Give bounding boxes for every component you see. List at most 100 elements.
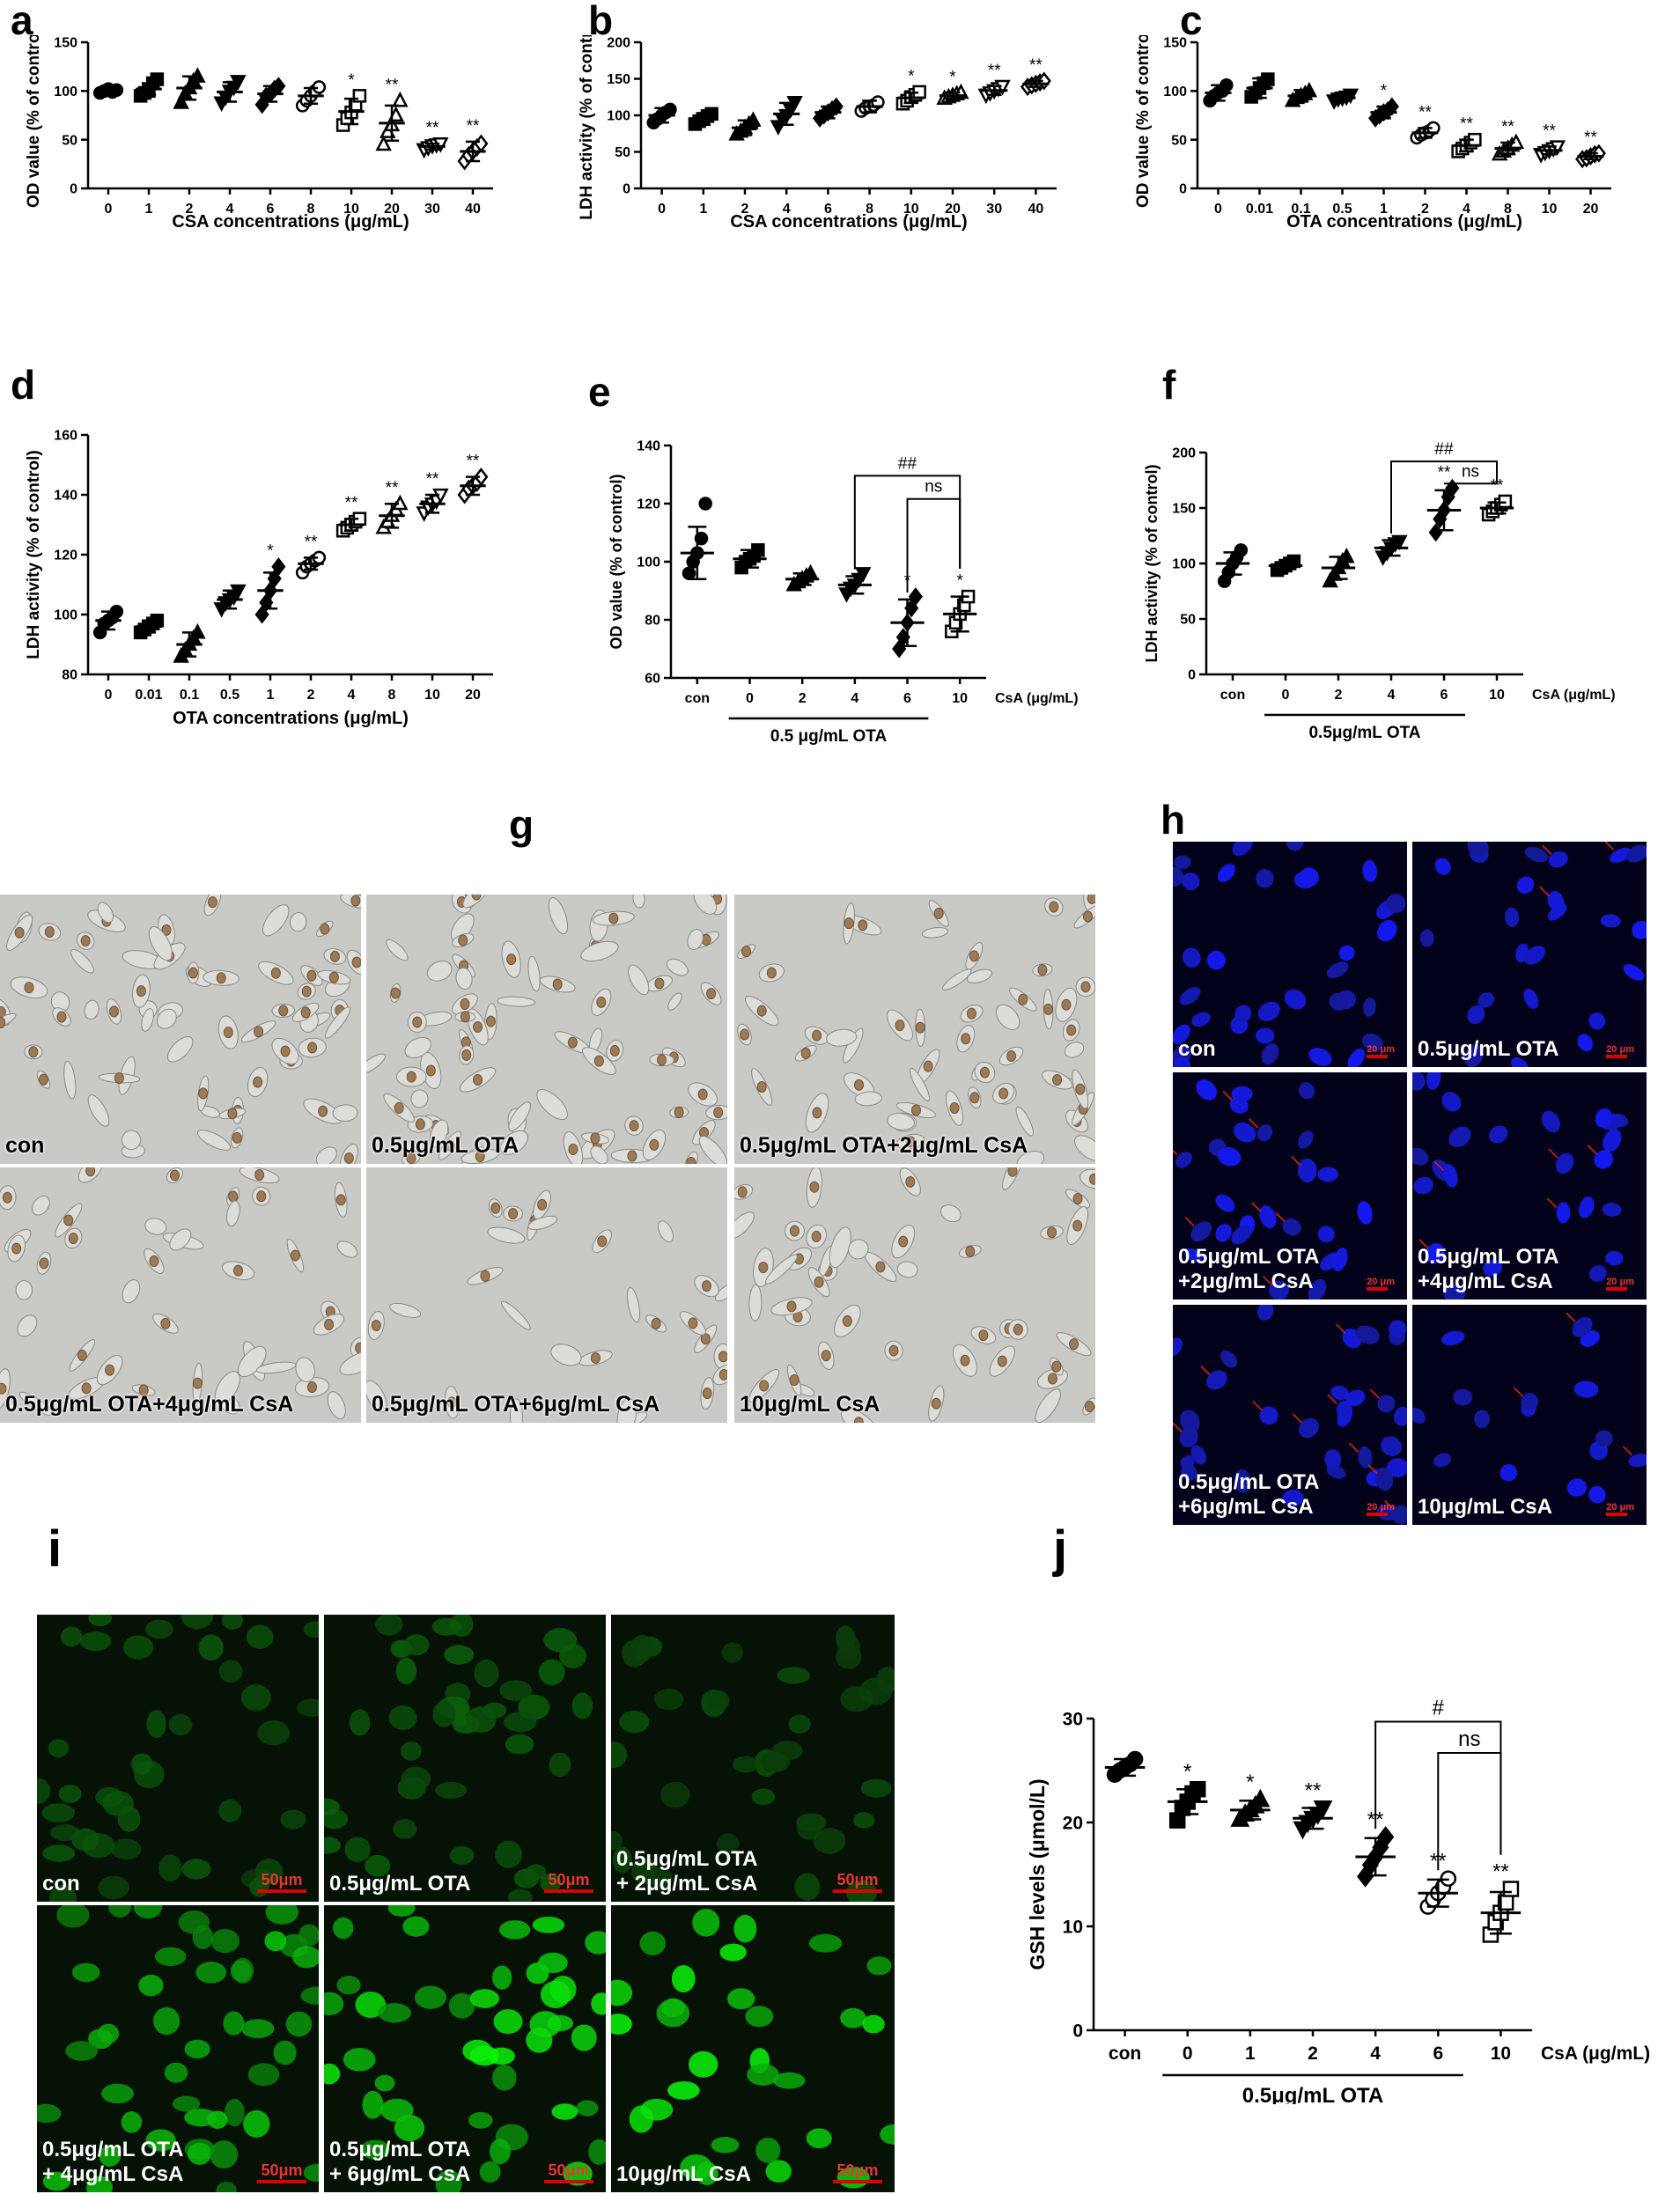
cell-nucleus bbox=[809, 1181, 820, 1193]
fluorescent-cell bbox=[153, 2006, 181, 2036]
y-axis-label: LDH activity (% of control) bbox=[578, 35, 596, 220]
nucleus bbox=[1173, 866, 1184, 887]
cell-nucleus bbox=[306, 1381, 317, 1394]
fluorescent-cell bbox=[493, 2009, 523, 2035]
y-axis-label: GSH levels (μmol/L) bbox=[1026, 1778, 1049, 1969]
significance-label: ** bbox=[1492, 1860, 1509, 1884]
cell-nucleus bbox=[223, 1027, 233, 1039]
fluorescent-cell bbox=[466, 1706, 497, 1734]
fluorescent-cell bbox=[58, 1785, 82, 1803]
cell-nucleus bbox=[905, 1175, 916, 1188]
nucleus bbox=[1256, 869, 1274, 888]
fluorescent-cell bbox=[247, 2063, 280, 2087]
x-axis-label: OTA concentrations (μg/mL) bbox=[1286, 212, 1522, 232]
y-tick-label: 0 bbox=[70, 182, 77, 197]
cell-nucleus bbox=[371, 1319, 381, 1331]
fluorescent-cell bbox=[772, 2072, 806, 2089]
cell-nucleus bbox=[232, 1131, 242, 1144]
cell-nucleus bbox=[898, 1235, 909, 1248]
x-tick-label: 0.5 bbox=[220, 688, 239, 703]
cell-nucleus bbox=[758, 1262, 769, 1274]
cell-nucleus bbox=[506, 953, 517, 966]
fluorescent-cell bbox=[540, 1873, 562, 1893]
cell-nucleus bbox=[343, 1152, 354, 1164]
fluorescent-cell bbox=[42, 1844, 76, 1862]
fluorescent-cell bbox=[240, 1684, 271, 1712]
y-axis-label: OD value (% of control) bbox=[25, 35, 43, 208]
significance-label: * bbox=[956, 572, 963, 591]
significance-label: ** bbox=[1543, 121, 1556, 140]
chart-b: 0 50 100 150 200 LDH activity (% of control) 0… bbox=[578, 35, 1057, 232]
nucleus bbox=[1548, 850, 1568, 868]
micrograph-label: 0.5μg/mL OTA +6μg/mL CsA bbox=[1178, 1470, 1320, 1519]
fluorescent-cell bbox=[639, 1931, 667, 1955]
nucleus bbox=[1234, 1005, 1252, 1023]
nucleus bbox=[1588, 1012, 1606, 1030]
fluorescent-cell bbox=[178, 1911, 210, 1934]
micrograph-g-6: 10μg/mL CsA bbox=[734, 1167, 1095, 1423]
fluorescent-cell bbox=[388, 1705, 417, 1731]
cell-nucleus bbox=[508, 1208, 519, 1220]
cell-texture bbox=[1173, 1305, 1407, 1525]
y-tick-label: 30 bbox=[1063, 1709, 1083, 1729]
cell-nucleus bbox=[351, 956, 361, 968]
cell-texture bbox=[324, 1905, 606, 2192]
significance-label: ** bbox=[467, 117, 480, 136]
nucleus bbox=[1578, 1196, 1595, 1218]
fluorescent-cell bbox=[158, 1854, 182, 1881]
nucleus bbox=[1523, 988, 1539, 1009]
nucleus bbox=[1324, 1449, 1342, 1469]
red-arrow bbox=[1248, 1118, 1259, 1129]
cell-shape bbox=[63, 1060, 77, 1100]
cell-nucleus bbox=[853, 1417, 864, 1423]
micrograph-h-3: 0.5μg/mL OTA +2μg/mL CsA 20 μm bbox=[1173, 1072, 1407, 1299]
fluorescent-cell bbox=[549, 1976, 577, 2003]
data-point bbox=[1250, 1788, 1271, 1807]
nucleus bbox=[1234, 1469, 1251, 1494]
nucleus bbox=[1173, 1024, 1190, 1044]
x-tick-label: 20 bbox=[384, 202, 400, 217]
nucleus bbox=[1477, 992, 1495, 1008]
nucleus bbox=[1298, 1417, 1319, 1439]
bracket-label: ns bbox=[1462, 462, 1479, 481]
nucleus bbox=[1355, 1325, 1380, 1344]
nucleus bbox=[1375, 1467, 1394, 1491]
cell-nucleus bbox=[0, 1382, 7, 1395]
cell-nucleus bbox=[461, 1049, 472, 1061]
cell-shape bbox=[18, 1391, 53, 1417]
fluorescent-cell bbox=[221, 1615, 244, 1630]
cell-shape bbox=[848, 1239, 869, 1260]
significance-label: ** bbox=[1584, 129, 1597, 147]
nucleus bbox=[1577, 1034, 1593, 1052]
fluorescent-cell bbox=[667, 2080, 700, 2100]
cell-nucleus bbox=[969, 950, 979, 962]
cell-shape bbox=[497, 996, 535, 1007]
nucleus bbox=[1180, 1410, 1200, 1433]
micrograph-i-3: 0.5μg/mL OTA + 2μg/mL CsA 50μm bbox=[611, 1615, 895, 1902]
cell-texture bbox=[1173, 1079, 1373, 1299]
fluorescent-cell bbox=[751, 1788, 776, 1806]
scale-bar: 20 μm bbox=[1606, 1044, 1634, 1058]
cell-nucleus bbox=[233, 1264, 244, 1277]
cell-nucleus bbox=[290, 1249, 300, 1262]
fluorescent-cell bbox=[747, 2064, 779, 2086]
cell-nucleus bbox=[674, 1106, 684, 1118]
cell-nucleus bbox=[39, 1257, 49, 1270]
cell-nucleus bbox=[627, 1150, 637, 1162]
cell-nucleus bbox=[1088, 1173, 1095, 1185]
nucleus bbox=[1284, 989, 1307, 1010]
fluorescent-cell bbox=[183, 1859, 210, 1876]
x-tick-label: 4 bbox=[226, 202, 234, 217]
significance-label: ** bbox=[1438, 463, 1451, 482]
fluorescent-cell bbox=[401, 1766, 431, 1792]
fluorescent-cell bbox=[56, 1905, 90, 1928]
y-tick-label: 100 bbox=[54, 608, 77, 623]
nucleus bbox=[1173, 1057, 1191, 1067]
x-tick-label: 0 bbox=[105, 688, 113, 703]
y-tick-label: 100 bbox=[1163, 85, 1187, 99]
red-arrow bbox=[1369, 1388, 1380, 1399]
cell-nucleus bbox=[741, 946, 752, 958]
fluorescent-cell bbox=[37, 1778, 51, 1804]
scale-bar: 50μm bbox=[833, 2161, 882, 2183]
fluorescent-cell bbox=[469, 1989, 500, 2008]
